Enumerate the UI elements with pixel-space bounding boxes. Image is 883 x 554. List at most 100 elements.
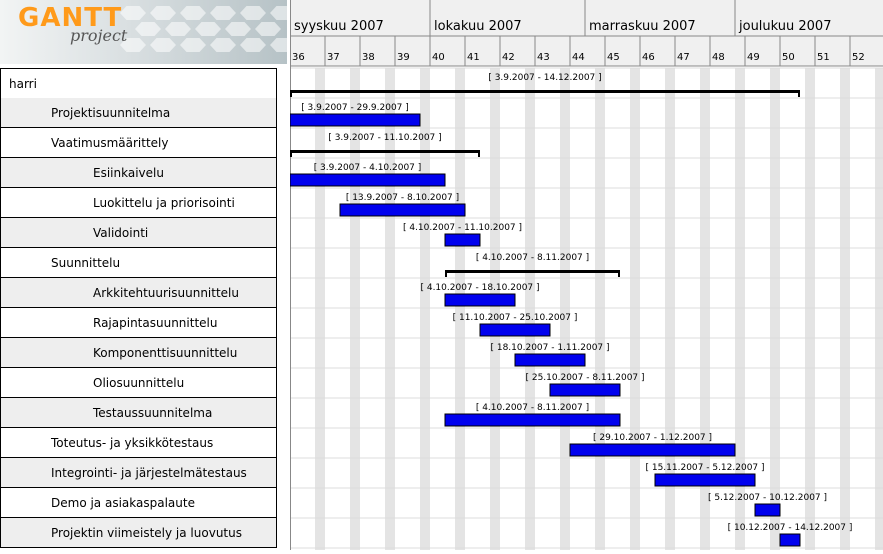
weekend-stripe: [595, 68, 605, 550]
weekend-stripe: [385, 68, 395, 550]
task-name: Projektin viimeistely ja luovutus: [51, 526, 242, 540]
week-label: 45: [607, 52, 620, 63]
week-label: 46: [642, 52, 655, 63]
task-date-label: [ 5.12.2007 - 10.12.2007 ]: [708, 493, 827, 503]
task-row[interactable]: Integrointi- ja järjestelmätestaus: [0, 458, 277, 488]
task-bar[interactable]: [779, 533, 801, 547]
weekend-stripe: [770, 68, 780, 550]
summary-bar[interactable]: [445, 270, 620, 273]
task-date-label: [ 10.12.2007 - 14.12.2007 ]: [728, 523, 853, 533]
month-label: marraskuu 2007: [589, 19, 696, 34]
task-name: Toteutus- ja yksikkötestaus: [51, 436, 214, 450]
task-bar[interactable]: [569, 443, 736, 457]
task-row[interactable]: Projektin viimeistely ja luovutus: [0, 518, 277, 548]
weekend-stripe: [315, 68, 325, 550]
task-row[interactable]: Komponenttisuunnittelu: [0, 338, 277, 368]
task-name: Esiinkaivelu: [93, 166, 164, 180]
task-name: Suunnittelu: [51, 256, 121, 270]
task-bar[interactable]: [654, 473, 756, 487]
task-bar[interactable]: [289, 113, 421, 127]
task-date-label: [ 3.9.2007 - 4.10.2007 ]: [314, 163, 422, 173]
week-label: 38: [362, 52, 375, 63]
task-row[interactable]: Demo ja asiakaspalaute: [0, 488, 277, 518]
task-date-label: [ 4.10.2007 - 8.11.2007 ]: [476, 403, 589, 413]
task-date-label: [ 25.10.2007 - 8.11.2007 ]: [525, 373, 644, 383]
task-row[interactable]: harri: [0, 68, 277, 99]
week-label: 36: [292, 52, 305, 63]
task-date-label: [ 29.10.2007 - 1.12.2007 ]: [593, 433, 712, 443]
timeline-header: [290, 0, 883, 66]
weekend-stripe: [840, 68, 850, 550]
summary-bar-right-tick: [478, 150, 480, 157]
task-name: Oliosuunnittelu: [93, 376, 185, 390]
weekend-stripe: [455, 68, 465, 550]
weekend-stripe: [805, 68, 815, 550]
task-row[interactable]: Projektisuunnitelma: [0, 98, 277, 128]
task-bar[interactable]: [444, 293, 516, 307]
task-row[interactable]: Rajapintasuunnittelu: [0, 308, 277, 338]
task-date-label: [ 4.10.2007 - 18.10.2007 ]: [420, 283, 539, 293]
logo-gantt-text: GANTT: [18, 3, 123, 33]
weekend-stripe: [665, 68, 675, 550]
week-label: 40: [432, 52, 445, 63]
task-name: Projektisuunnitelma: [51, 106, 171, 120]
week-label: 51: [817, 52, 830, 63]
task-bar[interactable]: [549, 383, 621, 397]
weekend-stripe: [630, 68, 640, 550]
task-bar[interactable]: [444, 233, 481, 247]
task-bar[interactable]: [479, 323, 551, 337]
task-name: Komponenttisuunnittelu: [93, 346, 238, 360]
task-tree[interactable]: harri Projektisuunnitelma Vaatimusmääritte…: [0, 68, 277, 550]
week-label: 44: [572, 52, 585, 63]
gantt-chart-svg[interactable]: syyskuu 2007 lokakuu 2007 marraskuu 2007 jo…: [289, 0, 883, 550]
weekend-stripe: [875, 68, 883, 550]
summary-bar-left-tick: [290, 150, 292, 157]
ganttproject-logo: GANTT project: [0, 0, 287, 64]
summary-bar[interactable]: [290, 150, 480, 153]
task-row[interactable]: Validointi: [0, 218, 277, 248]
gantt-chart[interactable]: syyskuu 2007 lokakuu 2007 marraskuu 2007 jo…: [289, 0, 883, 550]
task-bar[interactable]: [754, 503, 781, 517]
week-label: 48: [712, 52, 725, 63]
task-date-label: [ 4.10.2007 - 8.11.2007 ]: [476, 253, 589, 263]
task-name: Testaussuunnitelma: [93, 406, 213, 420]
weekend-stripe: [490, 68, 500, 550]
task-bar[interactable]: [289, 173, 446, 187]
week-label: 49: [747, 52, 760, 63]
task-row[interactable]: Testaussuunnitelma: [0, 398, 277, 428]
task-bar[interactable]: [444, 413, 621, 427]
task-name: harri: [9, 77, 37, 91]
summary-bar-right-tick: [618, 270, 620, 277]
task-date-label: [ 3.9.2007 - 29.9.2007 ]: [301, 103, 409, 113]
month-label: joulukuu 2007: [738, 19, 831, 34]
summary-bar-right-tick: [798, 90, 800, 97]
summary-bar[interactable]: [290, 90, 800, 93]
task-bar[interactable]: [339, 203, 466, 217]
task-row[interactable]: Suunnittelu: [0, 248, 277, 278]
weekend-stripe: [525, 68, 535, 550]
week-label: 43: [537, 52, 550, 63]
task-date-label: [ 13.9.2007 - 8.10.2007 ]: [346, 193, 459, 203]
weekend-stripe: [700, 68, 710, 550]
task-date-label: [ 4.10.2007 - 11.10.2007 ]: [403, 223, 522, 233]
week-label: 39: [397, 52, 410, 63]
task-name: Demo ja asiakaspalaute: [51, 496, 195, 510]
task-row[interactable]: Luokittelu ja priorisointi: [0, 188, 277, 218]
task-row[interactable]: Esiinkaivelu: [0, 158, 277, 188]
task-date-label: [ 11.10.2007 - 25.10.2007 ]: [453, 313, 578, 323]
task-name: Vaatimusmäärittely: [51, 136, 169, 150]
weekend-stripe: [350, 68, 360, 550]
month-label: lokakuu 2007: [434, 19, 522, 34]
week-label: 47: [677, 52, 690, 63]
task-bar[interactable]: [514, 353, 586, 367]
weekend-stripe: [420, 68, 430, 550]
task-row[interactable]: Oliosuunnittelu: [0, 368, 277, 398]
task-row[interactable]: Arkkitehtuurisuunnittelu: [0, 278, 277, 308]
task-date-label: [ 18.10.2007 - 1.11.2007 ]: [490, 343, 609, 353]
weekend-stripe: [560, 68, 570, 550]
task-row[interactable]: Vaatimusmäärittely: [0, 128, 277, 158]
month-label: syyskuu 2007: [294, 19, 384, 34]
logo-project-text: project: [70, 26, 128, 45]
task-row[interactable]: Toteutus- ja yksikkötestaus: [0, 428, 277, 458]
week-label: 50: [782, 52, 795, 63]
